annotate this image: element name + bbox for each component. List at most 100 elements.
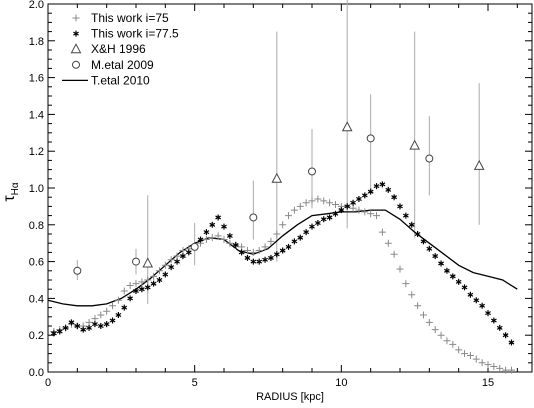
star-marker: [268, 254, 274, 261]
star-marker: [203, 229, 210, 236]
plus-marker: [285, 212, 293, 220]
plus-marker: [296, 202, 304, 210]
star-marker: [391, 194, 398, 201]
plus-marker: [308, 197, 316, 205]
plus-marker: [214, 232, 222, 240]
x-tick-label: 5: [192, 377, 198, 389]
plus-marker: [109, 302, 117, 310]
star-marker: [73, 30, 79, 37]
star-marker: [379, 181, 386, 188]
y-tick-label: 0.6: [29, 257, 44, 269]
y-axis-label: τHα: [1, 182, 21, 202]
legend-label: T.etal 2010: [91, 73, 150, 87]
y-tick-label: 1.2: [29, 146, 44, 158]
legend: This work i=75 This work i=77.5X&H 1996 M.…: [62, 11, 179, 87]
plus-marker: [484, 361, 492, 369]
plus-marker: [202, 236, 210, 244]
plus-marker: [402, 280, 410, 288]
x-axis-label: RADIUS [kpc]: [256, 391, 324, 403]
plus-marker: [120, 287, 128, 295]
triangle-marker: [341, 121, 353, 132]
star-marker: [185, 249, 192, 256]
plus-marker: [408, 291, 416, 299]
star-marker: [326, 214, 333, 221]
star-marker: [408, 221, 415, 228]
plus-marker: [455, 346, 463, 354]
plus-marker: [425, 318, 433, 326]
star-marker: [496, 324, 503, 331]
star-marker: [150, 280, 157, 287]
star-marker: [397, 203, 403, 210]
star-marker: [309, 223, 315, 230]
circle-marker: [73, 266, 82, 275]
plus-marker: [150, 272, 158, 280]
plus-marker: [349, 204, 357, 212]
star-marker: [115, 311, 122, 318]
plus-marker: [419, 311, 427, 319]
star-marker: [473, 297, 480, 304]
plus-marker: [378, 228, 386, 236]
star-marker: [432, 253, 439, 260]
plus-marker: [478, 359, 486, 367]
points: [50, 121, 515, 374]
y-tick-label: 0.0: [29, 367, 44, 379]
star-marker: [232, 242, 239, 249]
plus-marker: [155, 267, 163, 275]
plus-marker: [208, 234, 216, 242]
plus-marker: [72, 14, 80, 22]
y-tick-label: 0.4: [29, 293, 44, 305]
plus-marker: [496, 364, 504, 372]
plus-marker: [373, 212, 381, 220]
star-marker: [297, 234, 304, 241]
y-axis-label-sub: Hα: [10, 182, 21, 195]
star-marker: [420, 238, 427, 245]
star-marker: [103, 321, 110, 328]
y-tick-label: 0.8: [29, 220, 44, 232]
star-marker: [180, 253, 186, 260]
plus-marker: [461, 350, 469, 358]
tick-labels: 0 5 10 15 0.0 0.2 0.4 0.6 0.8 1.0 1.2 1.4 1.6 1.8 2.0: [29, 0, 494, 389]
star-marker: [485, 310, 491, 317]
y-tick-label: 2.0: [29, 0, 44, 11]
plus-marker: [279, 221, 287, 229]
plus-marker: [226, 239, 234, 247]
y-tick-label: 1.6: [29, 73, 44, 85]
star-marker: [215, 214, 222, 221]
plus-marker: [466, 351, 474, 359]
star-marker: [156, 277, 163, 283]
star-marker: [127, 295, 134, 302]
star-marker: [144, 284, 151, 291]
star-marker: [209, 221, 216, 228]
star-marker: [62, 324, 69, 331]
plus-marker: [449, 340, 457, 348]
plus-marker: [367, 210, 375, 218]
plus-marker: [173, 252, 181, 260]
circle-marker: [308, 167, 316, 176]
star-marker: [291, 238, 298, 245]
plus-marker: [314, 195, 322, 203]
plus-marker: [220, 236, 228, 244]
circle-marker: [249, 213, 258, 222]
series-line-t-etal-2010: [47, 209, 518, 307]
plus-marker: [167, 256, 175, 264]
legend-label: This work i=75: [91, 11, 169, 25]
star-marker: [490, 317, 497, 324]
plus-marker: [97, 311, 105, 319]
y-axis-label-main: τ: [1, 195, 18, 202]
legend-label: This work i=77.5: [91, 27, 179, 41]
triangle-marker: [271, 172, 283, 183]
plus-marker: [320, 197, 328, 205]
star-marker: [461, 284, 468, 291]
star-marker: [332, 210, 339, 217]
plus-marker: [396, 265, 404, 273]
plus-marker: [238, 243, 246, 251]
plus-marker: [114, 296, 122, 304]
plus-marker: [138, 278, 146, 286]
plus-marker: [144, 276, 152, 284]
star-marker: [162, 271, 169, 278]
star-marker: [367, 188, 374, 195]
plus-marker: [502, 366, 510, 374]
plus-marker: [261, 243, 269, 251]
y-tick-label: 1.8: [29, 36, 44, 48]
plus-marker: [91, 315, 99, 323]
